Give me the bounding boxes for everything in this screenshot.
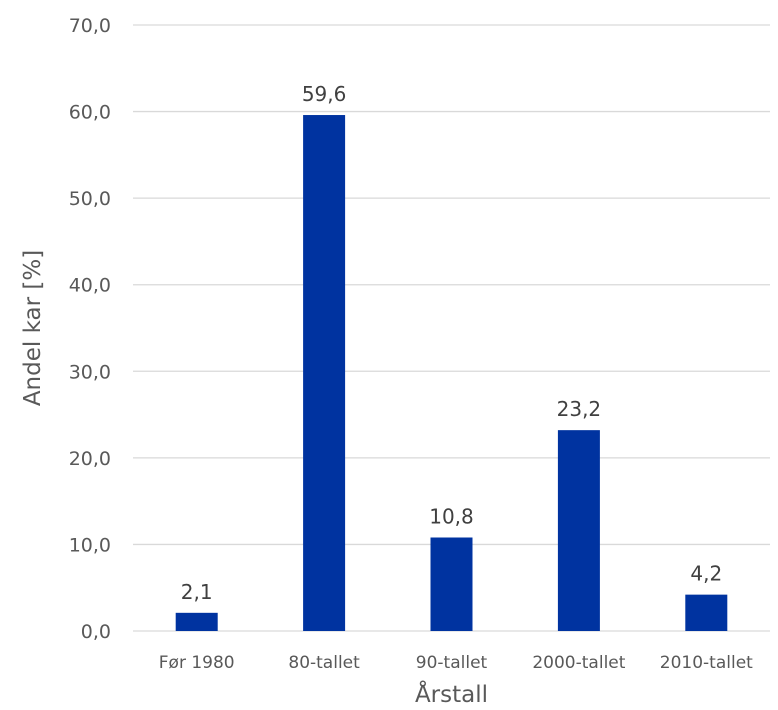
x-tick-label: 2010-tallet xyxy=(660,653,753,673)
data-label: 23,2 xyxy=(557,397,602,421)
data-label: 10,8 xyxy=(429,505,474,529)
y-tick-label: 60,0 xyxy=(69,102,111,124)
bar xyxy=(685,594,728,631)
y-tick-label: 10,0 xyxy=(69,534,111,556)
data-labels: 2,1 59,6 10,8 23,2 4,2 xyxy=(181,82,722,604)
gridlines xyxy=(133,24,770,632)
x-axis-ticks: Før 1980 80-tallet 90-tallet 2000-tallet 201… xyxy=(159,653,753,673)
x-tick-label: 90-tallet xyxy=(416,653,488,673)
data-label: 4,2 xyxy=(690,562,722,586)
y-tick-label: 0,0 xyxy=(81,621,111,643)
y-axis-ticks: 0,0 10,0 20,0 30,0 40,0 50,0 60,0 70,0 xyxy=(69,15,111,643)
x-axis-title: Årstall xyxy=(415,680,488,708)
bar xyxy=(175,612,218,631)
bar xyxy=(430,537,473,631)
y-tick-label: 50,0 xyxy=(69,188,111,210)
y-tick-label: 30,0 xyxy=(69,361,111,383)
y-tick-label: 20,0 xyxy=(69,448,111,470)
x-tick-label: Før 1980 xyxy=(159,653,235,673)
x-tick-label: 80-tallet xyxy=(288,653,360,673)
y-tick-label: 70,0 xyxy=(69,15,111,37)
bar xyxy=(557,430,600,631)
data-label: 2,1 xyxy=(181,580,213,604)
y-tick-label: 40,0 xyxy=(69,275,111,297)
bar xyxy=(303,115,346,631)
data-label: 59,6 xyxy=(302,82,347,106)
bars xyxy=(175,115,728,631)
x-tick-label: 2000-tallet xyxy=(532,653,625,673)
y-axis-title: Andel kar [%] xyxy=(20,250,46,406)
